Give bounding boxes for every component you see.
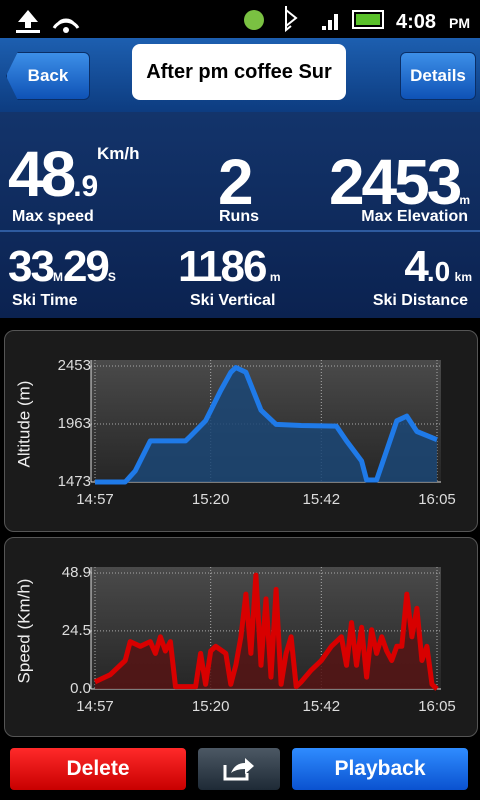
- chart: 1473 1963 2453 14:57 15:20 15:42 16:05 Altitude…: [14, 357, 456, 508]
- delete-button[interactable]: Delete: [10, 748, 186, 790]
- y-tick-label: 1473: [58, 473, 91, 490]
- unit: m: [459, 193, 470, 207]
- decimal: .0: [426, 256, 451, 287]
- meridiem: PM: [449, 15, 470, 31]
- x-tick-label: 15:20: [192, 698, 230, 715]
- max-elevation: 2453m: [329, 150, 470, 214]
- value: 1186: [178, 242, 267, 291]
- unit: km: [454, 270, 472, 284]
- label: Max speed: [12, 208, 94, 225]
- unit: M: [52, 270, 63, 284]
- ski-time: 33M29S: [8, 245, 116, 289]
- line: [95, 365, 438, 485]
- x-tick-label: 16:05: [418, 491, 456, 508]
- y-axis-label: Speed (Km/h): [14, 579, 33, 684]
- ski-vertical: 1186 m: [178, 245, 281, 289]
- altitude-chart-box: 1473 1963 2453 14:57 15:20 15:42 16:05 Altitude…: [4, 330, 478, 532]
- clock: 4:08: [396, 11, 436, 33]
- label: Ski Time: [12, 292, 78, 309]
- back-button[interactable]: Back: [6, 52, 90, 100]
- value: 4: [404, 242, 429, 291]
- y-tick-label: 2453: [58, 357, 91, 374]
- x-tick-label: 15:42: [303, 698, 341, 715]
- x-tick-label: 15:20: [192, 491, 230, 508]
- y-axis-label: Altitude (m): [14, 381, 33, 468]
- max-speed: 48.9: [8, 142, 98, 206]
- label: Ski Vertical: [190, 292, 276, 309]
- unit: m: [269, 270, 281, 284]
- share-icon: [223, 758, 254, 781]
- unit: Km/h: [97, 144, 140, 163]
- status-bar: 4:08 PM: [0, 0, 480, 38]
- label: Ski Distance: [372, 292, 468, 309]
- label: Max Elevation: [361, 208, 468, 225]
- x-tick-label: 16:05: [418, 698, 456, 715]
- nav-bar: Back After pm coffee Sur Details: [0, 38, 480, 112]
- label: Runs: [219, 208, 259, 225]
- unit: S: [107, 270, 116, 284]
- value: 2453: [328, 146, 462, 218]
- y-tick-label: 24.5: [62, 622, 91, 639]
- runs-value: 2: [218, 146, 254, 218]
- decimal: .9: [73, 170, 99, 203]
- x-tick-label: 14:57: [76, 698, 114, 715]
- y-tick-label: 48.9: [62, 564, 91, 581]
- x-tick-label: 14:57: [76, 491, 114, 508]
- line: [93, 572, 439, 691]
- x-tick-label: 15:42: [303, 491, 341, 508]
- session-title: After pm coffee Sur: [132, 44, 346, 100]
- stats-panel: 48.9 Km/h Max speed 2 Runs 2453m Max Ele…: [0, 112, 480, 318]
- status-icons: 4:08 PM: [16, 6, 470, 33]
- y-tick-label: 0.0: [70, 680, 91, 697]
- ski-distance: 4.0 km: [404, 245, 472, 289]
- seconds: 29: [62, 242, 110, 291]
- minutes: 33: [8, 242, 55, 291]
- playback-button[interactable]: Playback: [292, 748, 468, 790]
- share-button[interactable]: [198, 748, 280, 790]
- area: [95, 367, 437, 482]
- details-button[interactable]: Details: [400, 52, 476, 100]
- value: 48: [8, 138, 76, 210]
- chart: 0.0 24.5 48.9 14:57 15:20 15:42 16:05 Speed (Km…: [14, 564, 456, 715]
- speed-chart-box: 0.0 24.5 48.9 14:57 15:20 15:42 16:05 Speed (Km…: [4, 537, 478, 737]
- y-tick-label: 1963: [58, 415, 91, 432]
